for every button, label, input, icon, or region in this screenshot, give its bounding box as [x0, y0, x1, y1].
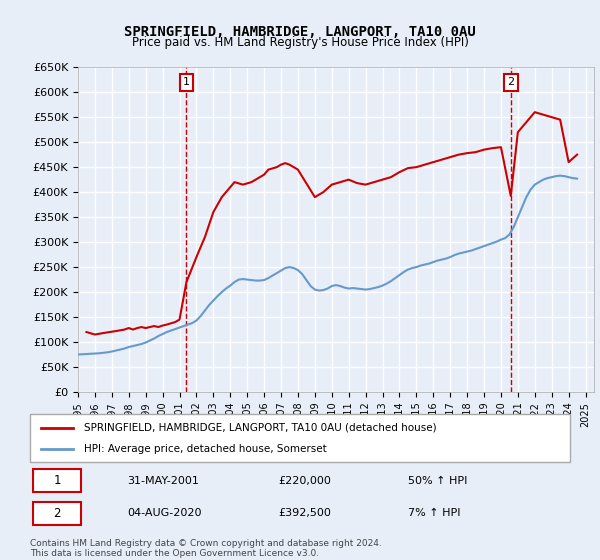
Text: SPRINGFIELD, HAMBRIDGE, LANGPORT, TA10 0AU (detached house): SPRINGFIELD, HAMBRIDGE, LANGPORT, TA10 0…	[84, 423, 437, 433]
Text: £220,000: £220,000	[278, 476, 331, 486]
Text: SPRINGFIELD, HAMBRIDGE, LANGPORT, TA10 0AU: SPRINGFIELD, HAMBRIDGE, LANGPORT, TA10 0…	[124, 25, 476, 39]
Text: Price paid vs. HM Land Registry's House Price Index (HPI): Price paid vs. HM Land Registry's House …	[131, 36, 469, 49]
Text: HPI: Average price, detached house, Somerset: HPI: Average price, detached house, Some…	[84, 444, 327, 454]
Text: 2: 2	[53, 507, 61, 520]
Text: 1: 1	[53, 474, 61, 487]
Text: Contains HM Land Registry data © Crown copyright and database right 2024.
This d: Contains HM Land Registry data © Crown c…	[30, 539, 382, 558]
FancyBboxPatch shape	[30, 414, 570, 462]
Text: 04-AUG-2020: 04-AUG-2020	[127, 508, 202, 518]
Text: 31-MAY-2001: 31-MAY-2001	[127, 476, 199, 486]
Text: 2: 2	[507, 77, 514, 87]
Text: 1: 1	[183, 77, 190, 87]
Text: 50% ↑ HPI: 50% ↑ HPI	[408, 476, 467, 486]
Text: 7% ↑ HPI: 7% ↑ HPI	[408, 508, 461, 518]
Text: £392,500: £392,500	[278, 508, 331, 518]
FancyBboxPatch shape	[33, 469, 82, 492]
FancyBboxPatch shape	[33, 502, 82, 525]
